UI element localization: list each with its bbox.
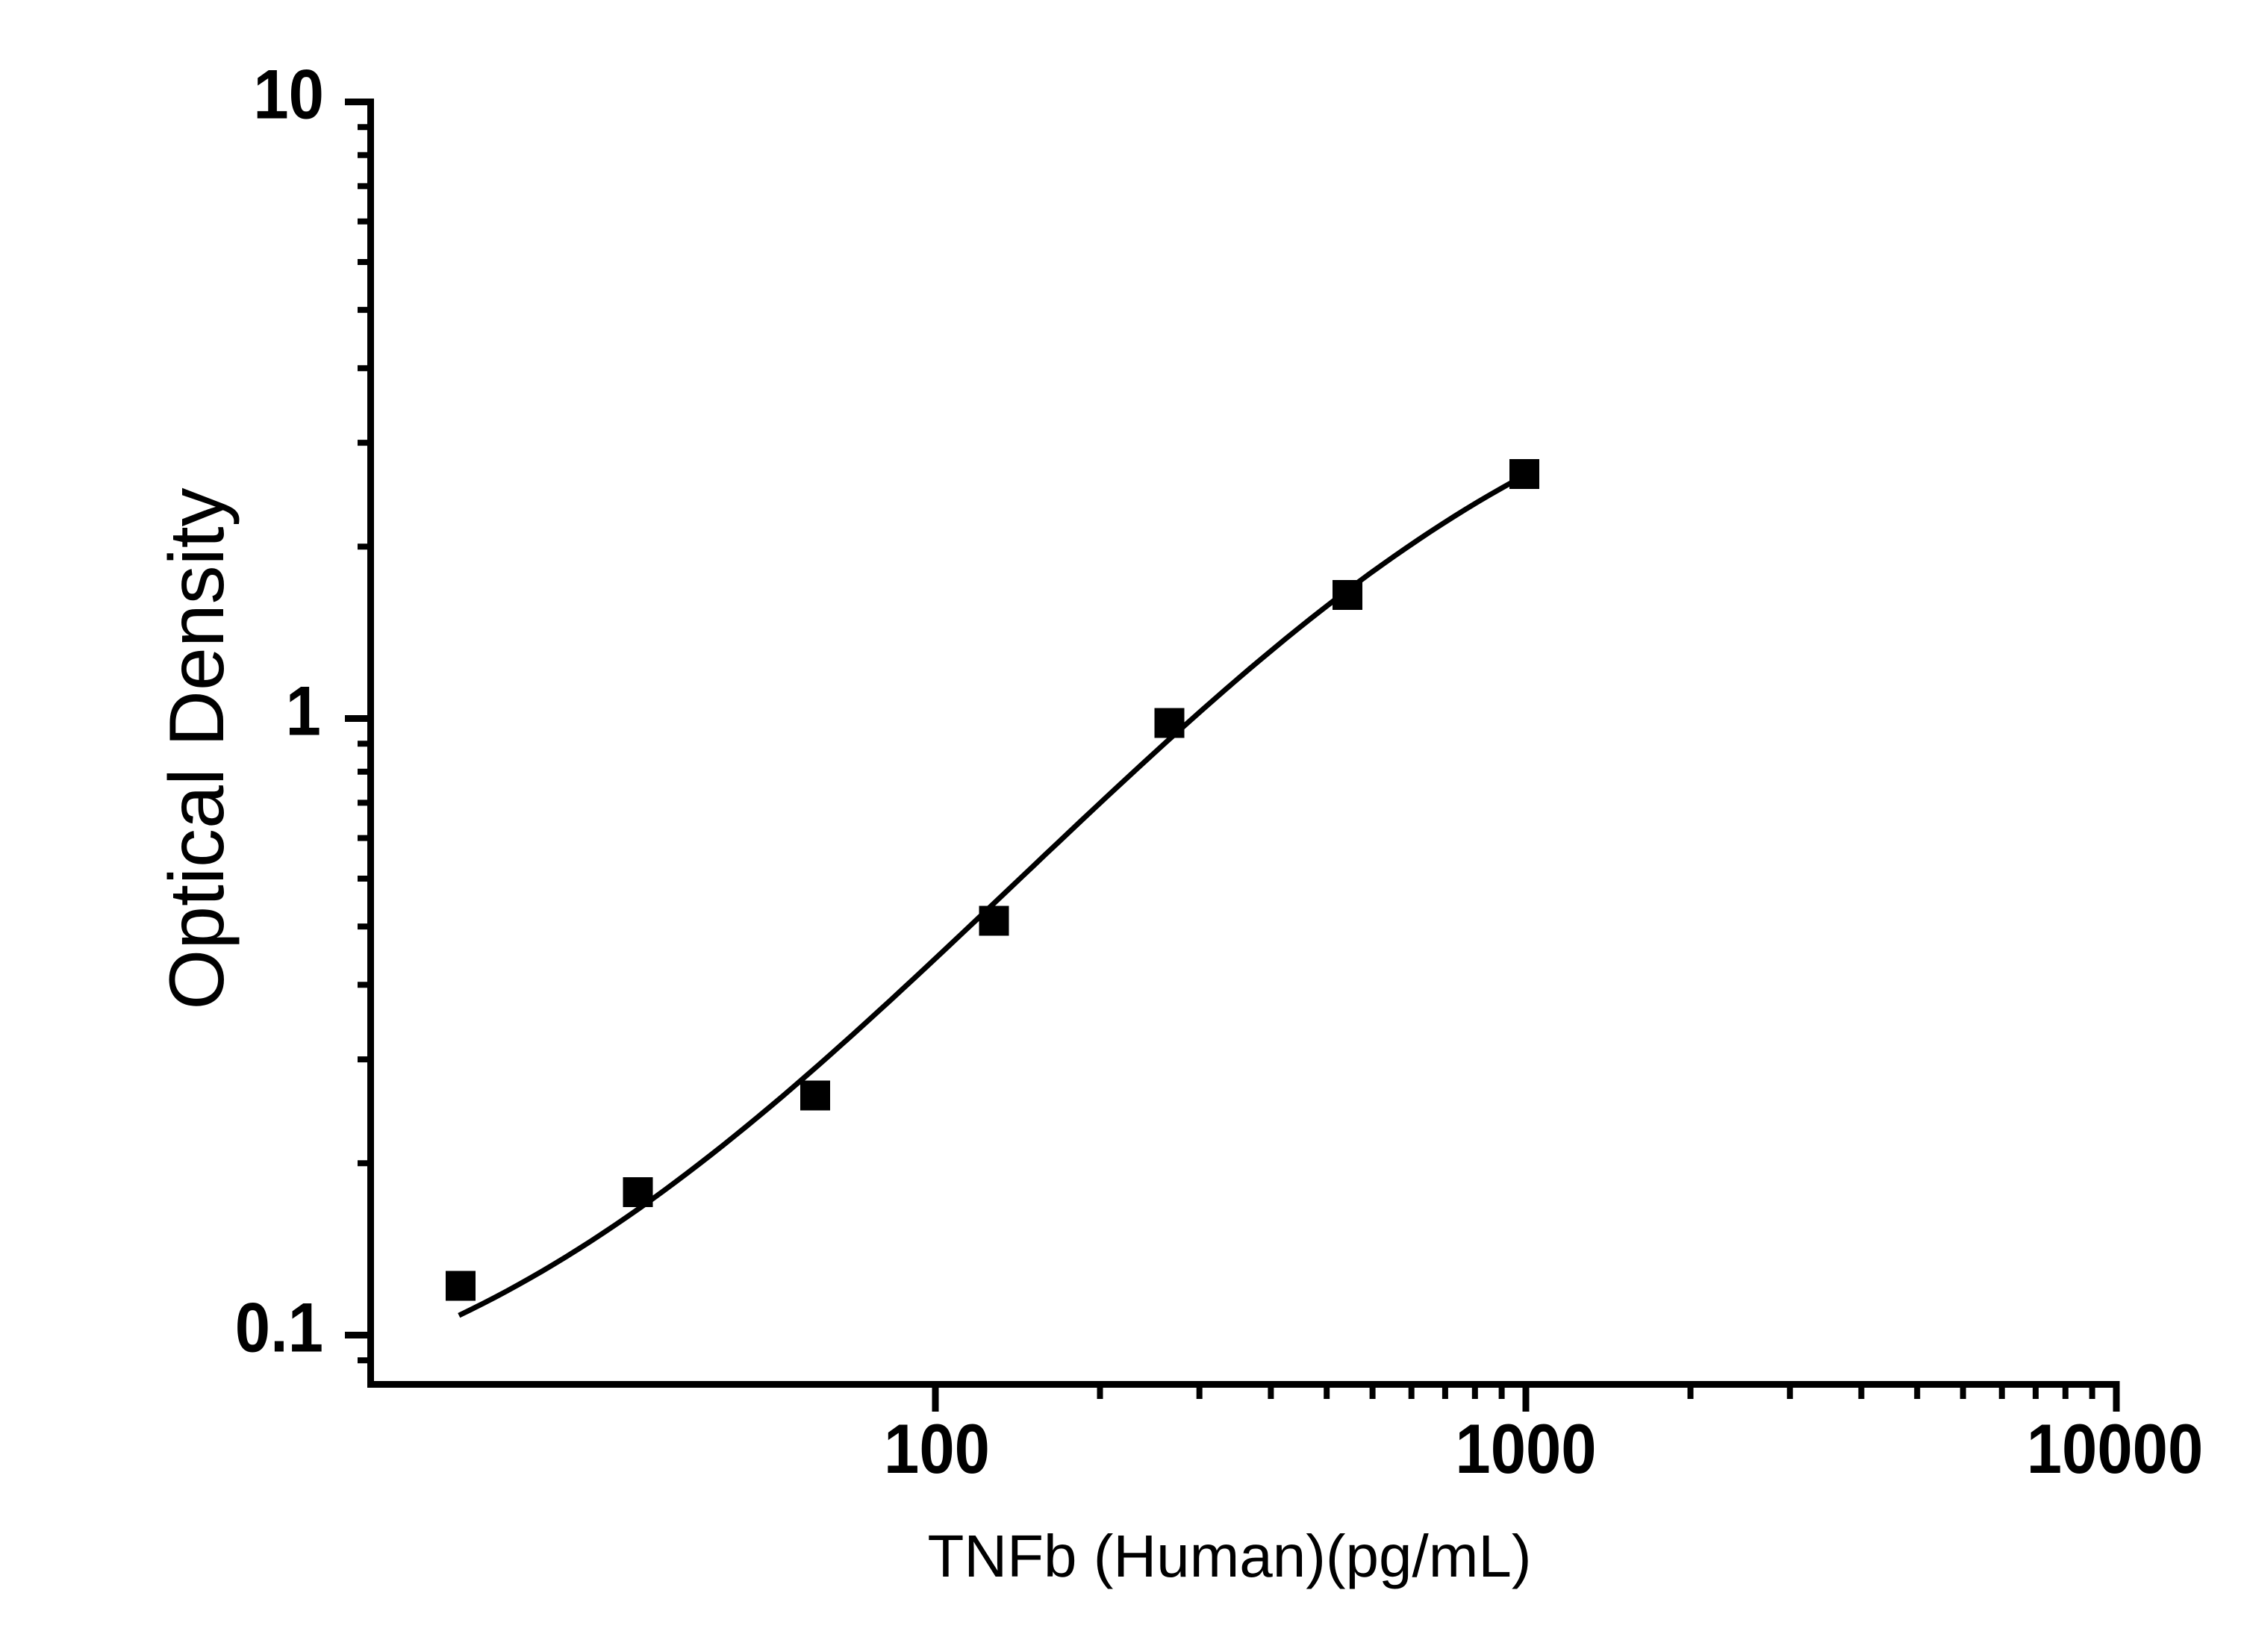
svg-text:10: 10	[253, 55, 324, 134]
svg-text:10000: 10000	[2027, 1409, 2204, 1488]
svg-text:100: 100	[884, 1409, 990, 1488]
svg-text:0.1: 0.1	[235, 1288, 323, 1367]
svg-text:TNFb (Human)(pg/mL): TNFb (Human)(pg/mL)	[927, 1523, 1531, 1589]
svg-text:1000: 1000	[1455, 1409, 1596, 1488]
svg-text:1: 1	[286, 672, 321, 750]
svg-text:Optical Density: Optical Density	[154, 487, 240, 1009]
